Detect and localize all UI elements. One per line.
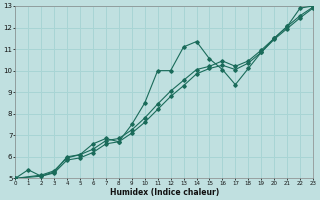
X-axis label: Humidex (Indice chaleur): Humidex (Indice chaleur) xyxy=(109,188,219,197)
